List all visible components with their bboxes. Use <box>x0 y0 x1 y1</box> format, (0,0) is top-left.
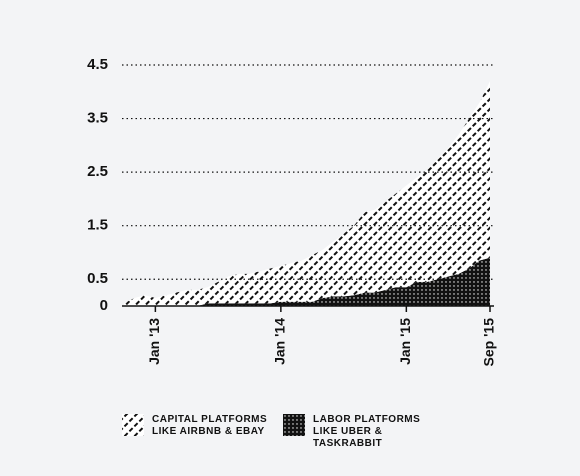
y-tick-label: 0 <box>100 297 108 314</box>
x-tick-label: Jan '14 <box>272 318 288 365</box>
legend-swatch <box>283 414 305 436</box>
legend-label: CAPITAL PLATFORMS LIKE AIRBNB & EBAY <box>152 414 268 437</box>
y-tick-label: 3.5 <box>87 110 108 127</box>
y-tick-label: 0.5 <box>87 270 108 287</box>
y-tick-label: 2.5 <box>87 163 108 180</box>
legend-item: CAPITAL PLATFORMS LIKE AIRBNB & EBAY <box>122 414 277 438</box>
legend-item: LABOR PLATFORMS LIKE UBER & TASKRABBIT <box>283 414 438 450</box>
area <box>124 257 490 306</box>
area <box>124 81 490 306</box>
x-tick-label: Jan '15 <box>397 318 413 365</box>
y-tick-label: 1.5 <box>87 217 108 234</box>
legend-swatch <box>122 414 144 436</box>
legend-label: LABOR PLATFORMS LIKE UBER & TASKRABBIT <box>313 414 421 449</box>
y-tick-label: 4.5 <box>87 56 108 73</box>
x-tick-label: Sep '15 <box>481 318 497 367</box>
x-tick-label: Jan '13 <box>146 318 162 365</box>
